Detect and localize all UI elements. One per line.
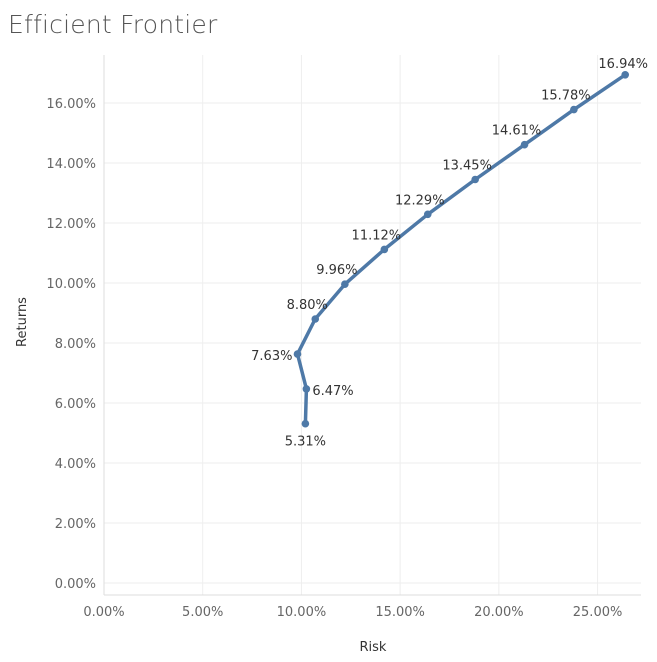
data-point[interactable] [570, 105, 578, 114]
data-label: 9.96% [316, 263, 357, 278]
data-point[interactable] [621, 71, 630, 79]
data-point[interactable] [301, 419, 310, 428]
y-tick-label: 10.00% [46, 277, 96, 292]
data-label: 12.29% [395, 193, 445, 208]
x-tick-label: 25.00% [573, 605, 623, 620]
y-tick-label: 12.00% [46, 217, 96, 232]
data-label: 16.94% [598, 57, 648, 72]
data-point[interactable] [302, 385, 311, 393]
data-label: 13.45% [442, 159, 492, 174]
y-tick-label: 8.00% [55, 337, 96, 352]
tick-labels: 0.00% 5.00% 10.00% 15.00% 20.00% 25.00% 0.00% 2… [46, 97, 622, 620]
data-label: 7.63% [251, 349, 292, 364]
y-tick-label: 2.00% [55, 517, 96, 532]
frontier-line [295, 73, 627, 426]
data-point[interactable] [471, 175, 479, 184]
y-axis-label: Returns [15, 297, 30, 347]
x-tick-label: 5.00% [182, 605, 223, 620]
y-tick-label: 6.00% [55, 397, 96, 412]
data-label: 6.47% [312, 384, 353, 399]
x-tick-label: 15.00% [375, 605, 425, 620]
grid-lines [103, 55, 641, 595]
chart-title: Efficient Frontier [8, 10, 218, 39]
data-point[interactable] [293, 350, 302, 358]
data-point[interactable] [520, 140, 529, 149]
data-label: 11.12% [352, 228, 402, 243]
x-axis-label: Risk [360, 640, 387, 655]
data-label: 14.61% [492, 124, 542, 139]
y-tick-label: 4.00% [55, 457, 96, 472]
data-point[interactable] [380, 245, 389, 254]
x-tick-label: 10.00% [277, 605, 327, 620]
series-frontier [293, 71, 630, 428]
data-label: 5.31% [285, 435, 326, 450]
data-labels: 5.31% 6.47% 7.63% 8.80% 9.96% 11.12% 12.29% 13.… [251, 57, 648, 450]
data-point[interactable] [423, 210, 432, 219]
data-point[interactable] [311, 315, 320, 323]
y-tick-label: 14.00% [46, 157, 96, 172]
y-tick-label: 0.00% [55, 577, 96, 592]
data-label: 15.78% [541, 89, 591, 104]
data-label: 8.80% [287, 298, 328, 313]
y-tick-label: 16.00% [46, 97, 96, 112]
x-tick-label: 20.00% [474, 605, 524, 620]
axes [103, 55, 641, 596]
data-point[interactable] [341, 280, 349, 289]
x-tick-label: 0.00% [83, 605, 124, 620]
